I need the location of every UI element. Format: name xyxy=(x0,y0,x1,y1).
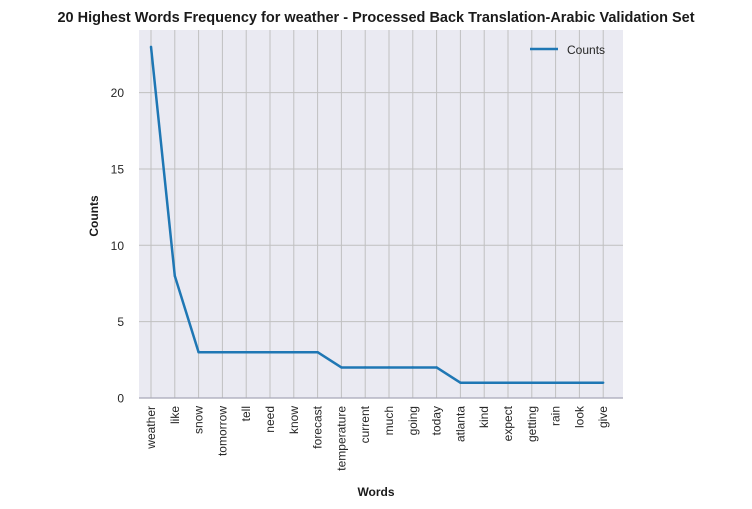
grid xyxy=(139,30,623,399)
data-point xyxy=(459,381,462,384)
x-tick-label: need xyxy=(263,406,277,433)
x-tick-label: atlanta xyxy=(453,406,467,442)
x-tick-label: today xyxy=(430,406,444,435)
x-tick-label: going xyxy=(406,406,420,435)
chart-title: 20 Highest Words Frequency for weather -… xyxy=(57,10,694,26)
x-tick-label: tomorrow xyxy=(215,406,229,456)
y-tick-label: 20 xyxy=(111,86,125,100)
data-point xyxy=(411,366,414,369)
data-point xyxy=(602,381,605,384)
x-tick-label: tell xyxy=(239,406,253,421)
x-tick-label: like xyxy=(168,406,182,424)
y-tick-label: 5 xyxy=(117,315,124,329)
data-point xyxy=(554,381,557,384)
data-point xyxy=(340,366,343,369)
x-tick-label: temperature xyxy=(334,406,348,471)
x-axis-label: Words xyxy=(357,485,394,499)
data-point xyxy=(221,350,224,354)
x-tick-label: getting xyxy=(525,406,539,442)
legend-label: Counts xyxy=(567,43,605,57)
series-line xyxy=(149,46,604,384)
x-tick-label: weather xyxy=(144,406,158,450)
data-point xyxy=(387,366,391,369)
data-point xyxy=(435,366,438,369)
x-tick-label: snow xyxy=(192,406,206,434)
data-point xyxy=(245,350,248,354)
plot-background xyxy=(139,30,623,398)
y-tick-label: 15 xyxy=(111,162,125,176)
series-layer xyxy=(149,45,605,384)
data-point xyxy=(506,381,510,384)
x-tick-label: forecast xyxy=(311,405,325,448)
data-point xyxy=(530,381,533,384)
y-tick-labels: 0 5 10 15 20 xyxy=(111,86,125,405)
data-point xyxy=(268,350,272,354)
y-tick-label: 0 xyxy=(117,392,124,406)
x-tick-label: expect xyxy=(501,405,515,441)
x-tick-label: current xyxy=(358,405,372,443)
data-point xyxy=(173,274,176,278)
data-point xyxy=(364,366,367,369)
data-point xyxy=(149,45,153,48)
x-tick-label: know xyxy=(287,406,301,434)
data-point xyxy=(316,350,319,354)
data-point xyxy=(292,350,295,354)
x-tick-label: rain xyxy=(549,406,563,426)
x-tick-label: much xyxy=(382,406,396,435)
x-tick-labels: weather like snow tomorrow tell need know forec… xyxy=(144,405,610,471)
x-tick-label: kind xyxy=(477,406,491,428)
x-tick-label: give xyxy=(596,406,610,428)
y-tick-label: 10 xyxy=(111,239,125,253)
legend: Counts xyxy=(530,43,605,57)
data-point xyxy=(578,381,581,384)
data-point xyxy=(483,381,486,384)
x-tick-label: look xyxy=(572,405,586,428)
data-point xyxy=(197,350,200,354)
y-axis-label: Counts xyxy=(87,195,101,237)
